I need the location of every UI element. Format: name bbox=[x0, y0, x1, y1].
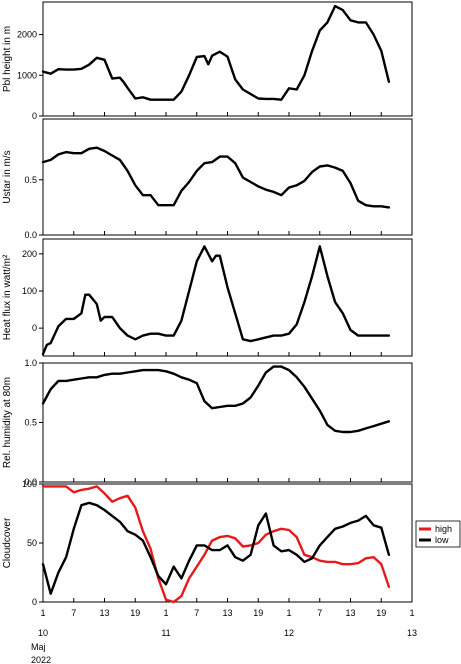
panel-frame bbox=[42, 362, 413, 483]
x-day-label: 11 bbox=[161, 628, 170, 638]
y-tick-label: 1.0 bbox=[24, 358, 37, 368]
series-line bbox=[41, 365, 391, 434]
series-line bbox=[41, 4, 391, 101]
y-tick-label: 2000 bbox=[17, 30, 37, 40]
x-hour-tick-label: 1 bbox=[409, 608, 414, 618]
y-tick-label: 50 bbox=[27, 538, 37, 548]
x-hour-tick-label: 19 bbox=[376, 608, 386, 618]
legend-label-low: low bbox=[435, 535, 449, 545]
x-hour-tick-label: 7 bbox=[71, 608, 76, 618]
y-axis-label: Pbl height in m bbox=[2, 26, 13, 92]
y-tick-label: 0.5 bbox=[24, 418, 37, 428]
y-tick-label: 0 bbox=[32, 111, 37, 121]
y-tick-label: 200 bbox=[22, 249, 37, 259]
y-tick-label: 0.0 bbox=[24, 230, 37, 240]
x-day-label: 10 bbox=[38, 628, 48, 638]
series-line bbox=[41, 245, 391, 356]
x-hour-tick-label: 7 bbox=[317, 608, 322, 618]
x-day-label: 13 bbox=[407, 628, 417, 638]
y-axis-label: Rel. humidity at 80m bbox=[2, 377, 13, 468]
panel-2: 0.0 0.5 Ustar in m/s bbox=[2, 118, 413, 240]
x-day-label: 12 bbox=[284, 628, 294, 638]
panel-frame bbox=[42, 238, 413, 357]
legend-box bbox=[415, 520, 461, 548]
y-tick-label: 0 bbox=[32, 323, 37, 333]
x-hour-tick-label: 13 bbox=[345, 608, 355, 618]
series-line-high bbox=[41, 485, 391, 604]
month-label: Maj bbox=[31, 642, 46, 652]
y-tick-label: 0 bbox=[32, 597, 37, 607]
panel-5: 0 50 100 Cloudcover bbox=[2, 479, 413, 607]
y-tick-label: 1000 bbox=[17, 70, 37, 80]
series-line bbox=[41, 146, 391, 209]
panel-1: 0 1000 2000 Pbl height in m bbox=[2, 1, 413, 121]
panel-4: 0.0 0.5 1.0 Rel. humidity at 80m bbox=[2, 358, 413, 487]
panel-3: 0 100 200 Heat flux in watt/m² bbox=[2, 238, 413, 357]
legend-label-high: high bbox=[435, 524, 452, 534]
x-hour-tick-label: 1 bbox=[40, 608, 45, 618]
y-tick-label: 0.0 bbox=[24, 477, 37, 487]
time-axis: Maj 2022 1 7 13 19 1 7 13 19 1 7 13 19 1 10 11 12 13 bbox=[31, 608, 417, 664]
x-hour-tick-label: 13 bbox=[99, 608, 109, 618]
y-tick-label: 100 bbox=[22, 286, 37, 296]
y-axis-label: Cloudcover bbox=[2, 517, 13, 568]
x-hour-tick-label: 13 bbox=[222, 608, 232, 618]
x-hour-tick-label: 1 bbox=[163, 608, 168, 618]
x-hour-tick-label: 7 bbox=[194, 608, 199, 618]
series-line-low bbox=[41, 501, 391, 595]
panel-frame bbox=[42, 118, 413, 236]
y-axis-label: Ustar in m/s bbox=[2, 150, 13, 203]
year-label: 2022 bbox=[31, 655, 51, 664]
y-axis-label: Heat flux in watt/m² bbox=[2, 254, 13, 340]
panel-frame bbox=[42, 483, 413, 603]
x-hour-tick-label: 1 bbox=[286, 608, 291, 618]
y-tick-label: 0.5 bbox=[24, 175, 37, 185]
x-hour-tick-label: 19 bbox=[130, 608, 140, 618]
y-tick-label: 100 bbox=[22, 479, 37, 489]
x-hour-tick-label: 19 bbox=[253, 608, 263, 618]
